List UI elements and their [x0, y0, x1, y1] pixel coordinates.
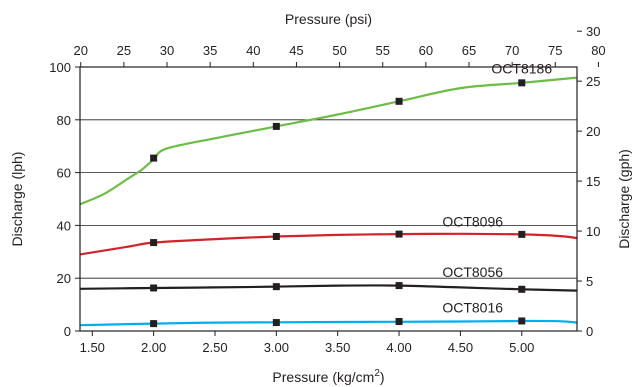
y2-tick-labels: 0 5 10 15 20 25 30	[586, 24, 600, 339]
x-tick-label: 1.50	[80, 340, 105, 355]
x2-tick-label: 70	[505, 43, 519, 58]
data-point-oct8016	[272, 319, 280, 327]
x2-tick-labels: 20 25 30 35 40 45 50 55 60 65 70 75 80	[74, 43, 606, 58]
y2-tick-label: 5	[586, 274, 593, 289]
x-tick-label: 2.00	[141, 340, 166, 355]
series-line-oct8056	[79, 284, 578, 292]
series-label-oct8016: OCT8016	[442, 300, 503, 316]
x-tick-label: 2.50	[202, 340, 227, 355]
y2-tick-label: 15	[586, 174, 600, 189]
x2-tick-label: 40	[246, 43, 260, 58]
x-tick-label: 3.50	[325, 340, 350, 355]
data-point-oct8186	[518, 79, 526, 87]
x2-tick-label: 35	[203, 43, 217, 58]
y2-tick-label: 10	[586, 224, 600, 239]
data-point-oct8096	[150, 239, 158, 247]
series-line-oct8186	[79, 76, 578, 206]
data-point-oct8016	[150, 320, 158, 328]
y-tick-label: 20	[57, 271, 71, 286]
x2-axis-title: Pressure (psi)	[285, 11, 372, 27]
series-labels: OCT8186 OCT8096 OCT8056 OCT8016	[442, 61, 552, 316]
data-point-oct8186	[395, 97, 403, 105]
series-label-oct8186: OCT8186	[491, 61, 552, 77]
gridlines	[80, 66, 577, 279]
x2-tick-label: 45	[289, 43, 303, 58]
x2-tick-label: 75	[548, 43, 562, 58]
x-axis-title-main: Pressure (kg/cm	[272, 369, 374, 385]
series-line-oct8096	[79, 232, 578, 256]
y-axis-title: Discharge (lph)	[9, 152, 25, 247]
plot-frame	[79, 66, 578, 332]
y-tick-labels: 0 20 40 60 80 100	[49, 60, 71, 339]
data-point-oct8056	[395, 282, 403, 290]
data-point-oct8186	[272, 122, 280, 130]
x2-tick-label: 55	[375, 43, 389, 58]
x2-tick-label: 65	[462, 43, 476, 58]
data-point-oct8016	[395, 317, 403, 325]
x2-tick-label: 25	[117, 43, 131, 58]
y2-axis-title: Discharge (gph)	[616, 149, 632, 249]
data-point-oct8056	[272, 283, 280, 291]
data-point-oct8186	[150, 154, 158, 162]
x-tick-label: 4.00	[386, 340, 411, 355]
x2-tick-label: 80	[591, 43, 605, 58]
y2-tick-label: 30	[586, 24, 600, 39]
y2-tick-label: 25	[586, 74, 600, 89]
data-point-oct8096	[272, 232, 280, 240]
series-line-oct8016	[79, 319, 578, 327]
data-point-oct8056	[518, 285, 526, 293]
y2-tick-label: 20	[586, 124, 600, 139]
y-tick-label: 0	[64, 324, 71, 339]
y-tick-label: 80	[57, 113, 71, 128]
x-axis-title: Pressure (kg/cm2)	[272, 368, 384, 385]
x-tick-label: 5.00	[509, 340, 534, 355]
y-tick-label: 60	[57, 166, 71, 181]
series-markers	[150, 79, 526, 328]
series-label-oct8056: OCT8056	[442, 264, 503, 280]
x-axis-title-close: )	[380, 369, 385, 385]
series-label-oct8096: OCT8096	[442, 214, 503, 230]
x2-tick-label: 30	[160, 43, 174, 58]
data-point-oct8096	[395, 230, 403, 238]
y-tick-label: 40	[57, 218, 71, 233]
series-lines	[79, 76, 578, 327]
tick-marks	[75, 30, 599, 336]
x-axis-title-superscript: 2	[374, 368, 380, 379]
x2-tick-label: 20	[74, 43, 88, 58]
y2-tick-label: 0	[586, 324, 593, 339]
x2-tick-label: 60	[419, 43, 433, 58]
y-tick-label: 100	[49, 60, 71, 75]
data-point-oct8056	[150, 284, 158, 292]
data-point-oct8016	[518, 317, 526, 325]
data-point-oct8096	[518, 230, 526, 238]
x2-tick-label: 50	[332, 43, 346, 58]
x-tick-label: 4.50	[448, 340, 473, 355]
x-tick-labels: 1.50 2.00 2.50 3.00 3.50 4.00 4.50 5.00	[80, 340, 535, 355]
x-tick-label: 3.00	[264, 340, 289, 355]
